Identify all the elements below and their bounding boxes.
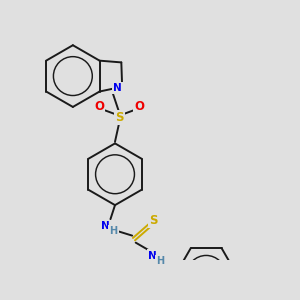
Text: N: N bbox=[113, 83, 122, 93]
Text: H: H bbox=[157, 256, 165, 266]
Text: N: N bbox=[148, 250, 157, 261]
Text: O: O bbox=[134, 100, 144, 113]
Text: S: S bbox=[115, 111, 124, 124]
Text: O: O bbox=[94, 100, 104, 113]
Text: H: H bbox=[110, 226, 118, 236]
Text: S: S bbox=[149, 214, 158, 227]
Text: N: N bbox=[101, 221, 110, 231]
